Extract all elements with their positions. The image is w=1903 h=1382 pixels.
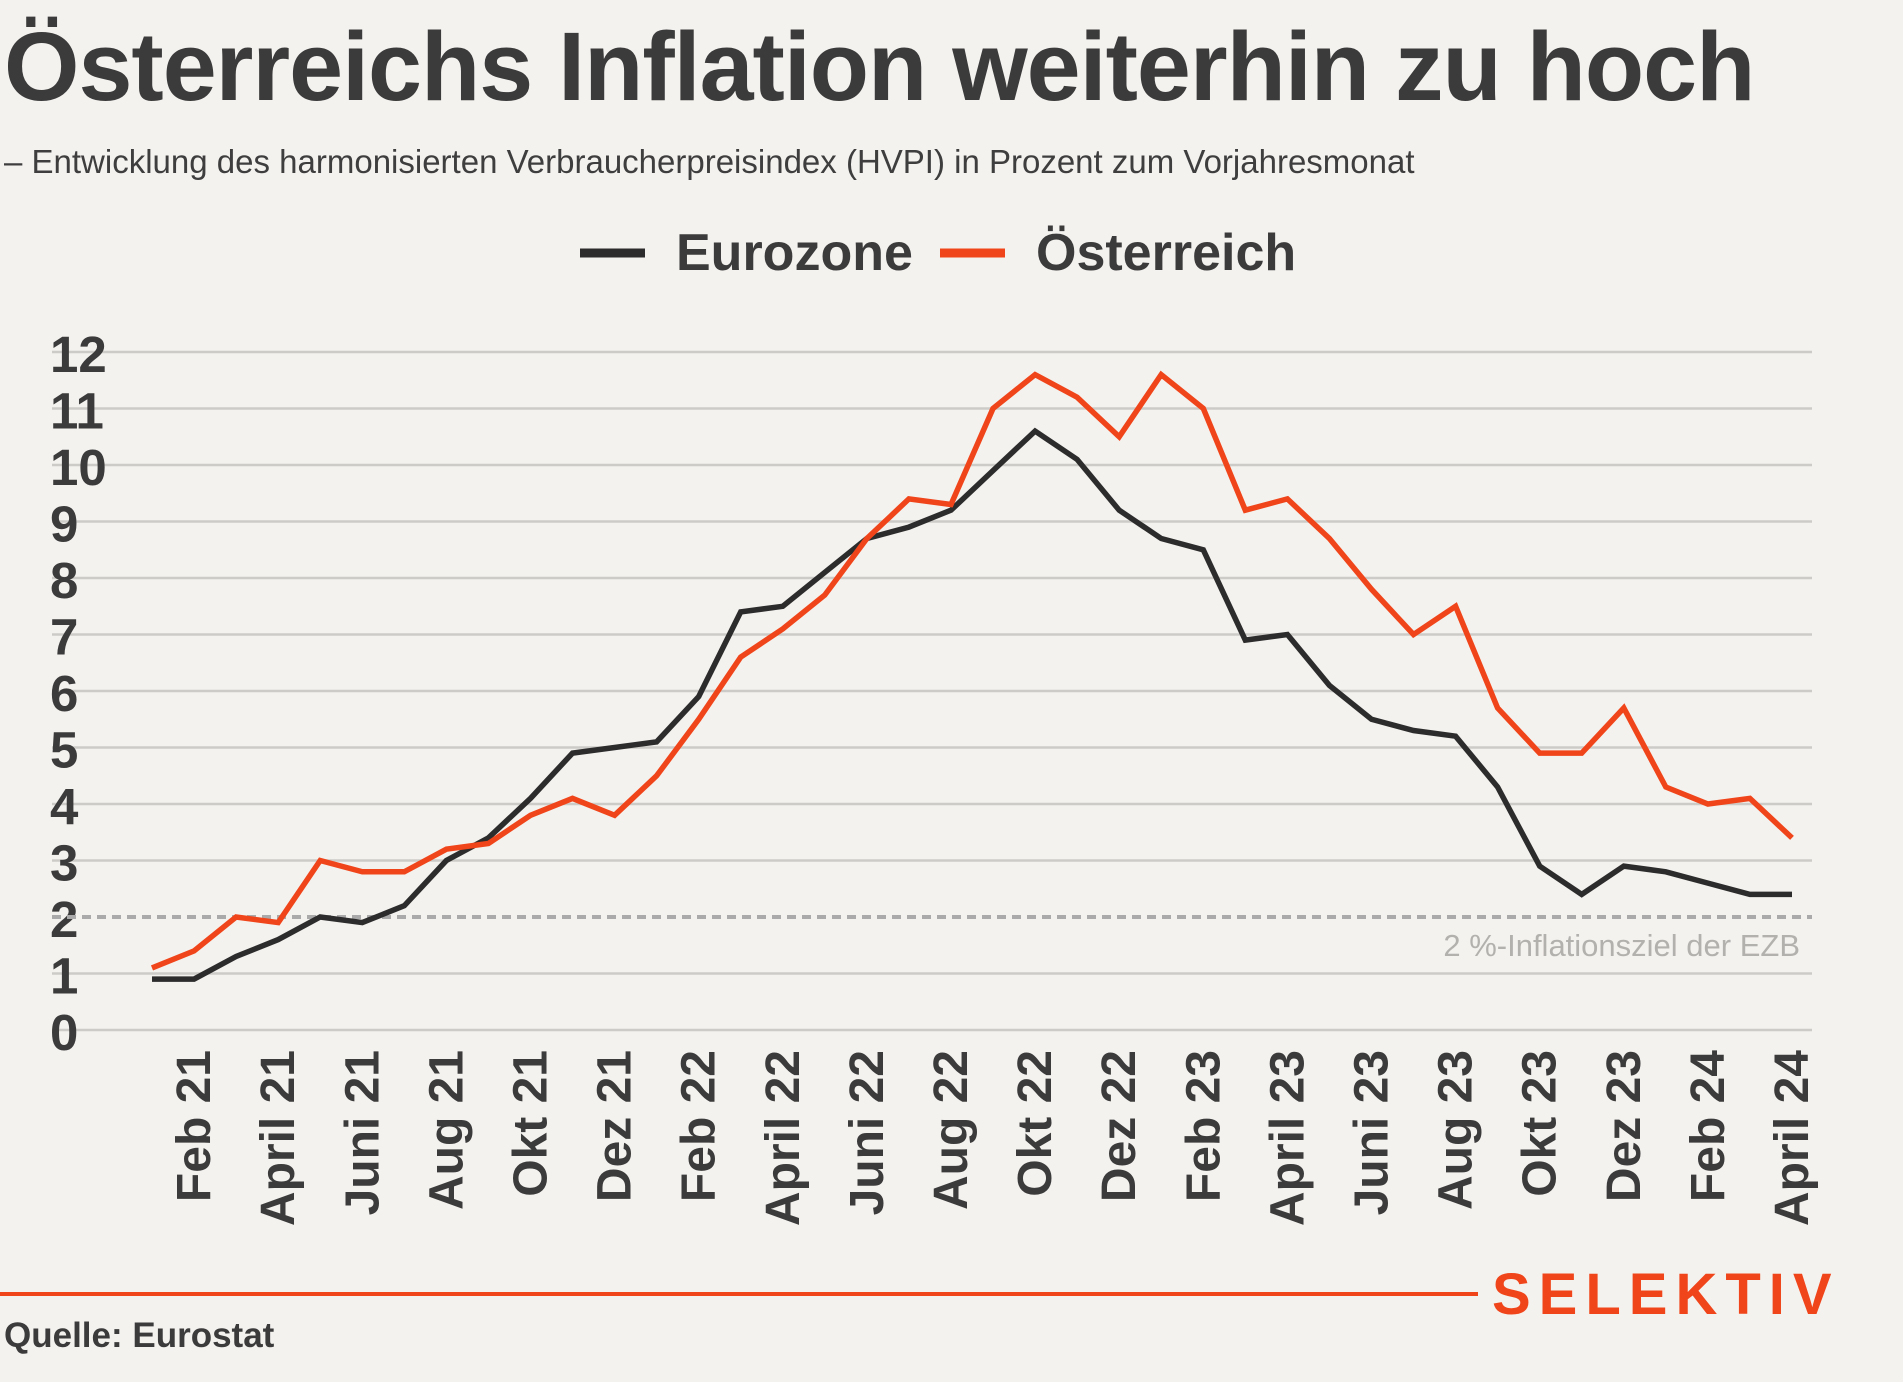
x-tick-label: Juni 23 xyxy=(1346,1050,1399,1215)
y-tick-label: 6 xyxy=(50,665,78,722)
y-tick-label: 11 xyxy=(50,383,104,440)
x-tick-label: April 23 xyxy=(1261,1050,1314,1226)
footer-divider xyxy=(0,1292,1478,1296)
x-tick-label: Dez 22 xyxy=(1093,1050,1146,1202)
series-lines xyxy=(150,370,1794,982)
chart-subtitle: – Entwicklung des harmonisierten Verbrau… xyxy=(4,143,1415,180)
x-tick-label: Dez 21 xyxy=(589,1050,642,1202)
x-tick-label: Aug 22 xyxy=(925,1050,978,1210)
y-tick-label: 1 xyxy=(50,948,78,1005)
x-tick-label: Okt 23 xyxy=(1514,1050,1567,1197)
x-axis-ticks: Feb 21 April 21 Juni 21 Aug 21 Okt 21 Dez 21 F… xyxy=(168,1050,1819,1226)
y-tick-label: 8 xyxy=(50,552,78,609)
y-tick-label: 10 xyxy=(50,439,107,496)
x-tick-label: Aug 23 xyxy=(1430,1050,1483,1210)
legend-label-eurozone: Eurozone xyxy=(676,224,913,282)
legend-label-austria: Österreich xyxy=(1036,224,1296,282)
legend: Eurozone Österreich xyxy=(580,224,1296,282)
target-label: 2 %-Inflationsziel der EZB xyxy=(1443,928,1800,963)
chart-title: Österreichs Inflation weiterhin zu hoch xyxy=(4,12,1755,121)
brand-logo: SELEKTIV xyxy=(1492,1262,1840,1327)
x-tick-label: Okt 22 xyxy=(1009,1050,1062,1197)
x-tick-label: Juni 22 xyxy=(841,1050,894,1215)
y-tick-label: 3 xyxy=(50,835,78,892)
x-tick-label: Feb 24 xyxy=(1682,1050,1735,1202)
x-tick-label: Aug 21 xyxy=(420,1050,473,1210)
x-tick-label: Okt 21 xyxy=(505,1050,558,1197)
y-tick-label: 4 xyxy=(50,778,79,835)
series-line-austria xyxy=(150,370,1794,971)
inflation-target: 2 %-Inflationsziel der EZB xyxy=(52,915,1812,963)
grid-lines xyxy=(52,350,1812,1032)
y-tick-label: 7 xyxy=(50,609,78,666)
x-tick-label: Juni 21 xyxy=(336,1050,389,1215)
x-tick-label: Feb 22 xyxy=(673,1050,726,1202)
x-tick-label: Dez 23 xyxy=(1598,1050,1651,1202)
y-tick-label: 5 xyxy=(50,722,78,779)
x-tick-label: April 22 xyxy=(757,1050,810,1226)
source-note: Quelle: Eurostat xyxy=(4,1316,275,1355)
x-tick-label: Feb 23 xyxy=(1177,1050,1230,1202)
x-tick-label: April 21 xyxy=(252,1050,305,1226)
series-line-eurozone xyxy=(152,427,1792,982)
x-tick-label: Feb 21 xyxy=(168,1050,221,1202)
y-tick-label: 0 xyxy=(50,1004,78,1061)
x-tick-label: April 24 xyxy=(1766,1050,1819,1226)
y-tick-label: 9 xyxy=(50,496,78,553)
y-tick-label: 12 xyxy=(50,326,107,383)
y-tick-label: 2 xyxy=(50,891,78,948)
